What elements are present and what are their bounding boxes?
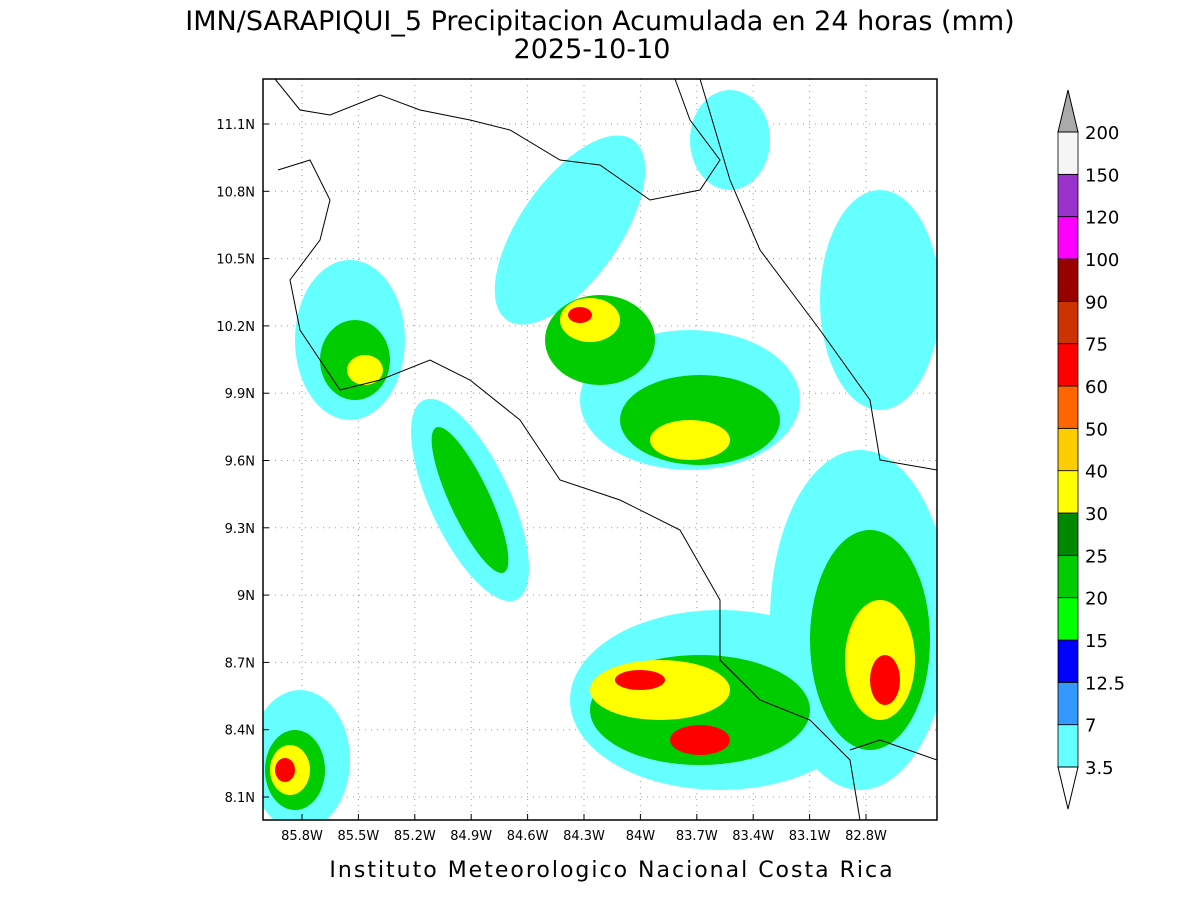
lon-tick-label: 82.8W xyxy=(845,829,887,844)
colorbar-label: 12.5 xyxy=(1085,673,1125,694)
precip-area xyxy=(275,307,900,782)
lon-tick-label: 84.9W xyxy=(450,829,492,844)
lon-tick-label: 85.8W xyxy=(281,829,323,844)
colorbar-box xyxy=(1057,681,1079,726)
lat-tick-label: 10.8N xyxy=(216,185,255,200)
colorbar-box xyxy=(1057,470,1079,514)
lon-tick-label: 83.7W xyxy=(676,829,718,844)
colorbar-label: 90 xyxy=(1085,292,1108,313)
colorbar-label: 75 xyxy=(1085,335,1108,356)
colorbar-label: 3.5 xyxy=(1085,758,1114,779)
coastline xyxy=(274,79,937,820)
colorbar-box xyxy=(1057,385,1079,429)
colorbar-label: 15 xyxy=(1085,631,1108,652)
colorbar-box xyxy=(1057,724,1079,768)
colorbar-box xyxy=(1057,216,1079,260)
lon-tick-label: 84W xyxy=(626,829,656,844)
date: 2025-10-10 xyxy=(514,34,671,65)
lat-tick-label: 9.3N xyxy=(225,522,255,537)
colorbar-label: 50 xyxy=(1085,419,1108,440)
colorbar: 3.5 7 12.5 15 20 25 30 40 50 60 75 90 100 120 150 200 xyxy=(1057,89,1125,810)
lon-tick-label: 84.3W xyxy=(563,829,605,844)
lat-tick-label: 8.1N xyxy=(225,791,255,806)
lon-tick-label: 85.5W xyxy=(337,829,379,844)
lon-tick-label: 84.6W xyxy=(507,829,549,844)
lat-tick-label: 10.5N xyxy=(216,253,255,268)
colorbar-label: 30 xyxy=(1085,504,1108,525)
colorbar-under xyxy=(1057,766,1079,810)
colorbar-label: 20 xyxy=(1085,589,1108,610)
plot-frame xyxy=(262,78,938,821)
colorbar-label: 40 xyxy=(1085,462,1108,483)
colorbar-label: 200 xyxy=(1085,123,1119,144)
title: IMN/SARAPIQUI_5 Precipitacion Acumulada … xyxy=(185,6,1014,37)
lat-tick-label: 10.2N xyxy=(216,320,255,335)
lat-tick-label: 9.6N xyxy=(225,455,255,470)
lat-tick-label: 9N xyxy=(237,589,255,604)
colorbar-box xyxy=(1057,639,1079,683)
lat-tick-label: 11.1N xyxy=(216,118,255,133)
colorbar-box xyxy=(1057,258,1079,302)
colorbar-box xyxy=(1057,554,1079,599)
colorbar-box xyxy=(1057,597,1079,641)
colorbar-label: 7 xyxy=(1085,716,1096,737)
colorbar-box xyxy=(1057,512,1079,556)
colorbar-box xyxy=(1057,427,1079,472)
lon-tick-label: 85.2W xyxy=(394,829,436,844)
colorbar-over xyxy=(1057,89,1079,133)
precip-field xyxy=(263,79,937,820)
colorbar-label: 25 xyxy=(1085,546,1108,567)
colorbar-label: 150 xyxy=(1085,165,1119,186)
footer: Instituto Meteorologico Nacional Costa R… xyxy=(329,858,894,883)
colorbar-box xyxy=(1057,131,1079,175)
colorbar-box xyxy=(1057,300,1079,345)
colorbar-label: 120 xyxy=(1085,208,1119,229)
colorbar-label: 100 xyxy=(1085,250,1119,271)
lon-tick-label: 83.4W xyxy=(732,829,774,844)
colorbar-label: 60 xyxy=(1085,377,1108,398)
lat-tick-label: 8.4N xyxy=(225,724,255,739)
lat-tick-label: 9.9N xyxy=(225,387,255,402)
colorbar-box xyxy=(1057,173,1079,218)
colorbar-box xyxy=(1057,343,1079,387)
lat-tick-label: 8.7N xyxy=(225,656,255,671)
lon-tick-label: 83.1W xyxy=(789,829,831,844)
